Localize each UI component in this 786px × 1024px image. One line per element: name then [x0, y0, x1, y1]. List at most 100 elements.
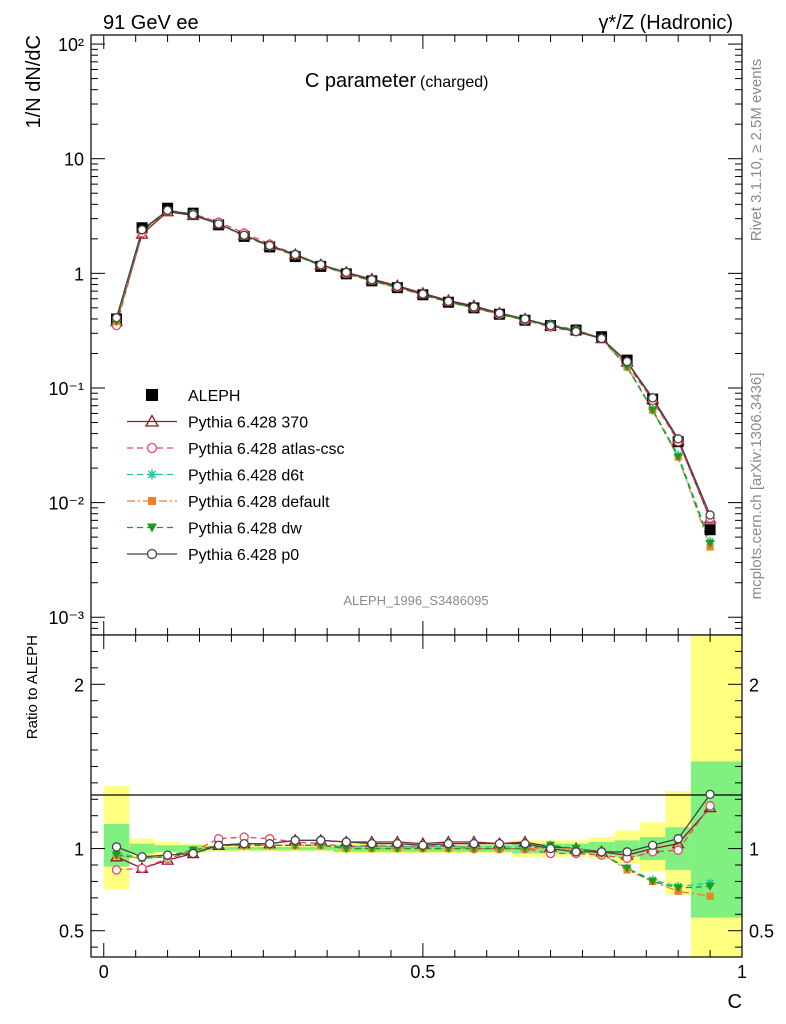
ratio-point-5 — [596, 847, 607, 857]
ratio-point-5 — [469, 838, 479, 849]
ratio-plot-panel: 0 0.5 10.5 0.51 12 2 Ratio to ALEPH C — [24, 634, 774, 1013]
main-y-axis-label: 1/N dN/dC — [23, 35, 45, 128]
main-y-tick-label: 1 — [74, 264, 84, 284]
ratio-point-5 — [213, 840, 224, 850]
ratio-point-5 — [239, 838, 249, 849]
main-y-tick-label: 10⁻³ — [48, 608, 84, 628]
ratio-point-3 — [706, 892, 714, 900]
ratio-point-5 — [494, 838, 505, 849]
ratio-point-5 — [418, 840, 428, 850]
legend-marker — [146, 442, 158, 454]
main-y-tick-label: 10⁻² — [48, 494, 84, 514]
data-point-6 — [316, 259, 326, 270]
data-point-6 — [571, 326, 581, 337]
legend-label: Pythia 6.428 default — [188, 494, 330, 511]
main-y-tick-label: 10² — [58, 35, 84, 55]
header-left-label: 91 GeV ee — [103, 12, 199, 34]
legend: ALEPH Pythia 6.428 370 Pythia 6.428 atlas-… — [127, 388, 345, 564]
data-point-5 — [705, 539, 715, 548]
header-right-label: γ*/Z (Hadronic) — [599, 12, 733, 34]
data-point-5 — [648, 406, 658, 415]
ratio-plot-background — [91, 635, 742, 957]
data-point-6 — [443, 296, 454, 307]
analysis-watermark: ALEPH_1996_S3486095 — [343, 593, 488, 608]
legend-label: Pythia 6.428 p0 — [188, 547, 299, 564]
ratio-point-5 — [392, 838, 403, 849]
ratio-point-5 — [571, 847, 581, 857]
ratio-y-tick-label: 1 — [74, 840, 84, 860]
legend-label: ALEPH — [188, 388, 240, 405]
ratio-point-5 — [111, 842, 122, 852]
data-point-6 — [494, 308, 505, 318]
legend-marker — [146, 389, 158, 401]
ratio-point-5 — [545, 843, 556, 854]
ratio-point-5 — [137, 852, 147, 862]
data-point-0 — [704, 524, 716, 536]
ratio-inner-band — [154, 845, 181, 852]
ratio-inner-band — [129, 843, 155, 854]
data-point-6 — [111, 313, 122, 323]
legend-marker — [146, 548, 158, 560]
ratio-y-tick-label-right: 1 — [749, 840, 759, 860]
ratio-y-axis-label: Ratio to ALEPH — [24, 635, 41, 739]
ratio-point-4 — [622, 864, 632, 873]
side-text-top: Rivet 3.1.10, ≥ 2.5M events — [748, 59, 765, 242]
ratio-point-5 — [443, 838, 454, 849]
ratio-point-5 — [647, 840, 658, 850]
main-y-tick-label: 10 — [64, 150, 84, 170]
ratio-point-5 — [673, 834, 683, 844]
ratio-point-5 — [290, 835, 300, 846]
data-point-6 — [622, 356, 632, 367]
data-point-6 — [341, 267, 351, 278]
ratio-point-4 — [341, 844, 351, 854]
data-point-6 — [469, 302, 479, 312]
ratio-axis-ticks: 0 0.5 10.5 0.51 12 2 — [59, 634, 774, 982]
x-tick-label: 0 — [99, 962, 109, 982]
main-plot-background — [91, 35, 742, 635]
data-point-6 — [392, 281, 403, 292]
data-point-6 — [290, 249, 300, 260]
chart-title: C parameter — [305, 70, 416, 92]
data-point-6 — [137, 225, 147, 235]
legend-marker — [147, 523, 157, 533]
data-point-6 — [418, 289, 428, 299]
data-point-6 — [213, 219, 224, 229]
ratio-point-4 — [648, 877, 658, 886]
main-y-tick-label: 10⁻¹ — [48, 379, 84, 399]
ratio-point-5 — [341, 837, 351, 847]
ratio-plot-frame — [90, 634, 743, 958]
data-point-6 — [647, 393, 658, 403]
legend-label: Pythia 6.428 atlas-csc — [188, 441, 345, 458]
x-axis-label: C — [728, 991, 742, 1013]
data-point-6 — [239, 230, 249, 240]
ratio-point-1 — [111, 865, 122, 875]
ratio-point-1 — [705, 801, 715, 811]
data-point-6 — [545, 320, 556, 331]
data-point-6 — [596, 333, 607, 344]
ratio-point-5 — [705, 789, 715, 800]
ratio-point-4 — [705, 882, 715, 891]
ratio-point-5 — [188, 848, 198, 859]
ratio-inner-band — [690, 761, 742, 918]
legend-label: Pythia 6.428 370 — [188, 415, 308, 432]
ratio-point-4 — [673, 884, 683, 893]
ratio-point-5 — [162, 850, 173, 860]
ratio-y-tick-label-right: 0.5 — [749, 922, 774, 942]
data-point-6 — [520, 314, 530, 324]
ratio-marker-layer — [110, 789, 717, 900]
ratio-y-tick-label-right: 2 — [749, 675, 759, 695]
main-plot-panel: 10⁻³ 10⁻² 10⁻¹ 1 10 10² C parameter (charged)… — [23, 34, 743, 636]
data-point-6 — [673, 434, 683, 444]
ratio-point-5 — [316, 835, 326, 846]
legend-label: Pythia 6.428 dw — [188, 521, 302, 538]
ratio-point-1 — [137, 863, 147, 873]
main-marker-layer — [110, 202, 717, 551]
ratio-y-tick-label: 2 — [74, 675, 84, 695]
ratio-point-5 — [367, 838, 377, 849]
legend-label: Pythia 6.428 d6t — [188, 468, 304, 485]
data-point-5 — [673, 453, 683, 462]
ratio-point-4 — [112, 851, 122, 860]
legend-marker — [148, 497, 156, 505]
data-point-6 — [705, 510, 715, 520]
